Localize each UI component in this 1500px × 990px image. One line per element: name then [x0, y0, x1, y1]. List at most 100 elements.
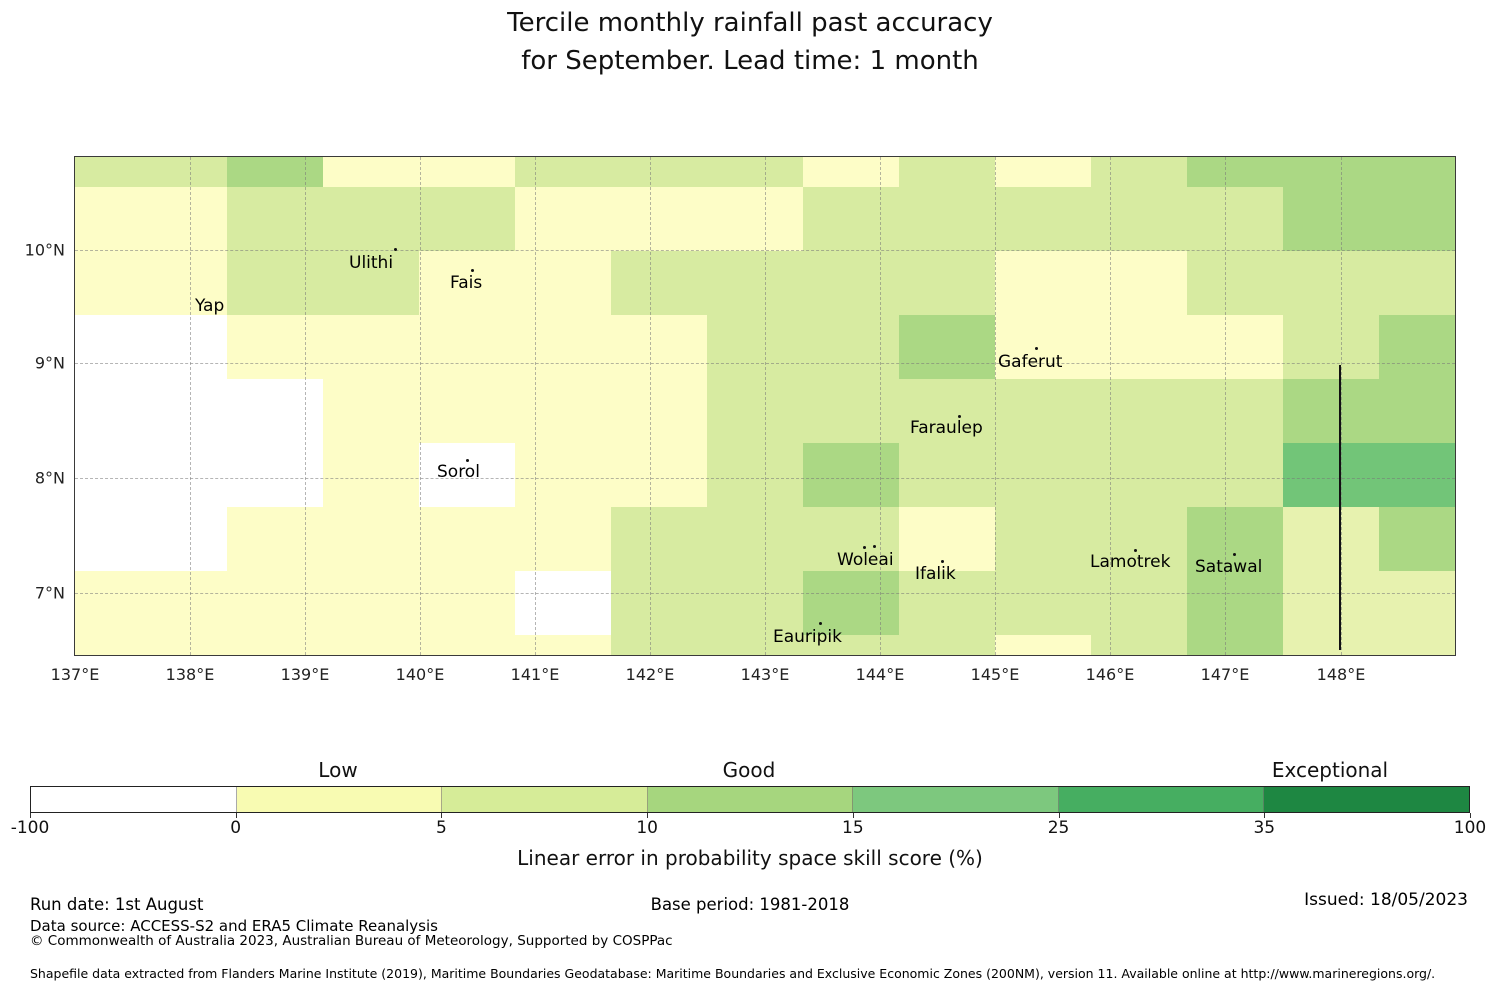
base-period-text: Base period: 1981-2018: [650, 895, 850, 914]
colorbar-axis-label: Linear error in probability space skill …: [517, 846, 983, 870]
grid-cell: [707, 187, 803, 251]
x-axis-tick-label: 139°E: [280, 665, 330, 684]
x-axis-tick-label: 146°E: [1085, 665, 1135, 684]
grid-cell: [1091, 157, 1187, 187]
grid-cell: [131, 635, 227, 655]
longitude-gridline: [1341, 157, 1342, 655]
latitude-gridline: [75, 593, 1455, 594]
grid-cell: [611, 157, 707, 187]
grid-cell: [419, 187, 515, 251]
grid-cell: [803, 379, 899, 443]
grid-cell: [803, 443, 899, 507]
longitude-gridline: [305, 157, 306, 655]
chart-title: Tercile monthly rainfall past accuracy f…: [0, 4, 1500, 80]
grid-cell: [323, 571, 419, 635]
x-axis-tick-label: 148°E: [1316, 665, 1366, 684]
grid-cell: [1091, 187, 1187, 251]
grid-cell: [75, 157, 131, 187]
grid-cell: [707, 251, 803, 315]
grid-cell: [1283, 187, 1379, 251]
island-label: Eauripik: [773, 627, 843, 647]
x-axis-tick-label: 137°E: [50, 665, 100, 684]
longitude-gridline: [535, 157, 536, 655]
grid-cell: [323, 635, 419, 655]
grid-cell: [227, 187, 323, 251]
island-marker-dot: [394, 248, 397, 251]
x-axis-tick-label: 143°E: [740, 665, 790, 684]
grid-cell: [1379, 379, 1455, 443]
grid-cell: [803, 507, 899, 571]
grid-cell: [227, 251, 323, 315]
x-axis-tick-label: 142°E: [625, 665, 675, 684]
grid-cell: [419, 571, 515, 635]
grid-cell: [899, 187, 995, 251]
x-axis-tick-label: 138°E: [165, 665, 215, 684]
grid-cell: [803, 315, 899, 379]
colorbar-segment: [853, 787, 1059, 812]
grid-cell: [995, 635, 1091, 655]
issued-date-text: Issued: 18/05/2023: [1304, 890, 1468, 910]
colorbar-tick-mark: [1264, 813, 1266, 818]
colorbar-tick-mark: [235, 813, 237, 818]
colorbar-quality-label: Good: [722, 758, 776, 782]
y-axis-tick-label: 8°N: [34, 468, 65, 488]
grid-cell: [1283, 571, 1379, 635]
data-source-text: Data source: ACCESS-S2 and ERA5 Climate …: [30, 917, 438, 935]
grid-cell: [995, 187, 1091, 251]
grid-cell: [611, 571, 707, 635]
island-label: Ulithi: [349, 253, 394, 273]
colorbar-tick-mark: [1058, 813, 1060, 818]
colorbar-segment: [647, 787, 854, 812]
grid-cell: [611, 507, 707, 571]
grid-cell: [707, 507, 803, 571]
colorbar-quality-label: Low: [318, 758, 358, 782]
grid-cell: [707, 443, 803, 507]
grid-cell: [515, 635, 611, 655]
grid-cell: [75, 187, 131, 251]
colorbar-tick-mark: [647, 813, 649, 818]
island-label: Ifalik: [915, 564, 956, 584]
grid-cell: [131, 157, 227, 187]
island-label: Fais: [450, 273, 483, 293]
grid-cell: [899, 379, 995, 443]
grid-cell: [995, 379, 1091, 443]
x-axis-tick-label: 147°E: [1200, 665, 1250, 684]
grid-cell: [995, 157, 1091, 187]
longitude-gridline: [765, 157, 766, 655]
colorbar-tick-label: 15: [842, 818, 864, 838]
longitude-gridline: [880, 157, 881, 655]
grid-cell: [419, 251, 515, 315]
grid-cell: [1379, 635, 1455, 655]
grid-cell: [995, 443, 1091, 507]
island-marker-dot: [873, 545, 876, 548]
grid-cell: [995, 507, 1091, 571]
longitude-gridline: [1110, 157, 1111, 655]
grid-cell: [611, 315, 707, 379]
colorbar-tick-label: 100: [1453, 818, 1487, 838]
island-marker-dot: [819, 622, 822, 625]
grid-cell: [899, 507, 995, 571]
grid-cell: [707, 571, 803, 635]
grid-cell: [1091, 443, 1187, 507]
x-axis-tick-label: 141°E: [510, 665, 560, 684]
grid-cell: [611, 379, 707, 443]
grid-cell: [323, 315, 419, 379]
grid-cell: [131, 571, 227, 635]
grid-cell: [803, 571, 899, 635]
grid-cell: [1379, 507, 1455, 571]
grid-cell: [419, 635, 515, 655]
grid-cell: [803, 157, 899, 187]
grid-cell: [611, 187, 707, 251]
colorbar-tick-label: 10: [636, 818, 658, 838]
longitude-gridline: [190, 157, 191, 655]
grid-cell: [1091, 635, 1187, 655]
island-marker-dot: [471, 269, 474, 272]
grid-cell: [1187, 157, 1283, 187]
grid-cell: [899, 443, 995, 507]
colorbar-tick-mark: [30, 813, 31, 818]
grid-cell: [1187, 187, 1283, 251]
grid-cell: [419, 379, 515, 443]
colorbar: [30, 786, 1470, 813]
grid-cell: [1091, 251, 1187, 315]
